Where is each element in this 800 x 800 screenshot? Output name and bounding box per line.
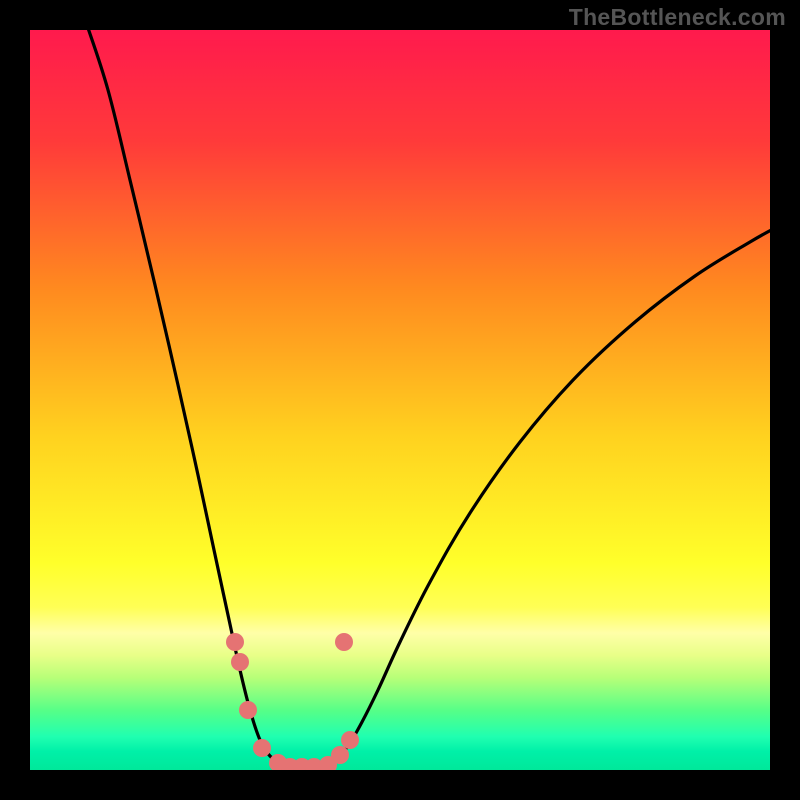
dot-marker	[239, 701, 257, 719]
watermark-text: TheBottleneck.com	[569, 4, 786, 31]
dot-marker	[253, 739, 271, 757]
right-curve	[308, 228, 770, 767]
dot-marker	[226, 633, 244, 651]
plot-area	[30, 30, 770, 770]
curve-layer	[30, 30, 770, 770]
dot-marker	[331, 746, 349, 764]
dot-marker	[341, 731, 359, 749]
curve-dots	[226, 633, 359, 770]
chart-stage: TheBottleneck.com	[0, 0, 800, 800]
dot-marker	[335, 633, 353, 651]
left-curve	[87, 30, 308, 767]
dot-marker	[231, 653, 249, 671]
